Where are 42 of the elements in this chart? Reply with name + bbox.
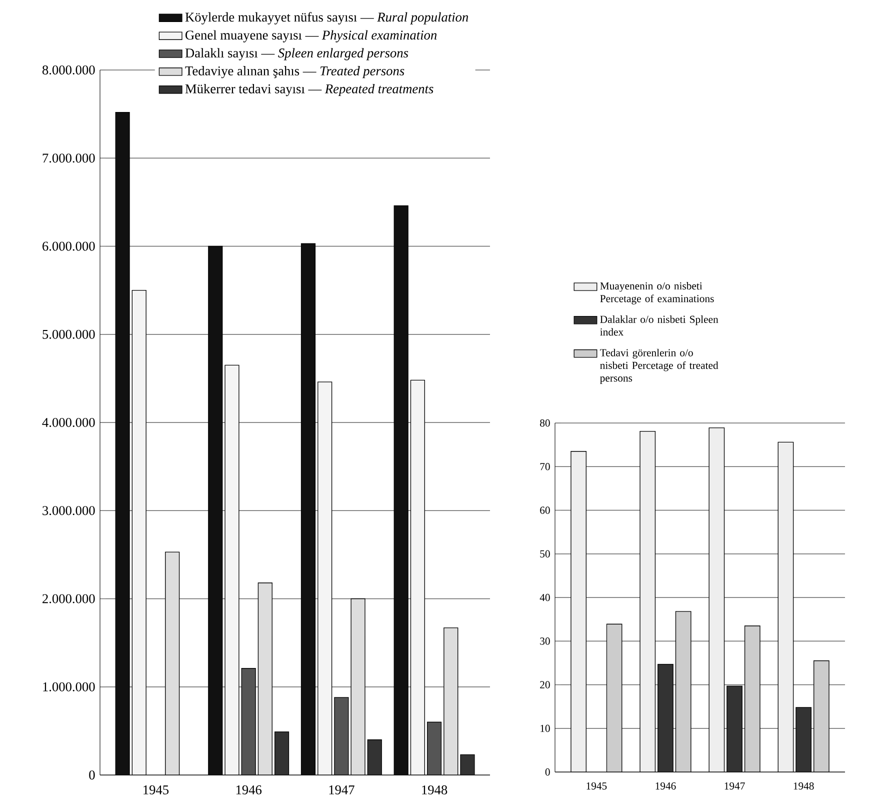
y-tick-label: 0 — [545, 768, 550, 776]
x-tick-label: 1948 — [794, 782, 814, 790]
y-tick-label: 3.000.000 — [42, 506, 95, 516]
bar — [115, 112, 130, 775]
bar — [640, 430, 656, 772]
legend-label: Dalaklar o/o nisbeti Spleen index — [600, 315, 718, 336]
y-tick-label: 60 — [540, 506, 550, 514]
bar — [300, 243, 316, 775]
y-tick-label: 50 — [540, 550, 550, 558]
y-tick-label: 10 — [540, 724, 550, 732]
y-tick-label: 80 — [540, 419, 550, 427]
x-tick-label: 1945 — [144, 785, 169, 794]
x-tick-label: 1948 — [422, 785, 448, 794]
y-tick-label: 30 — [540, 638, 550, 645]
legend-label: Tedavi görenlerin o/o nisbeti Percetage of treated persons — [600, 348, 718, 384]
y-tick-label: 2.000.000 — [42, 594, 95, 604]
y-tick-label: 70 — [540, 463, 550, 470]
y-tick-label: 40 — [540, 594, 550, 602]
y-tick-label: 5.000.000 — [42, 330, 95, 339]
bar — [208, 246, 223, 775]
y-tick-label: 1.000.000 — [43, 682, 95, 692]
x-tick-label: 1946 — [236, 785, 262, 794]
x-tick-label: 1945 — [586, 782, 607, 790]
legend-label: Genel muayene sayısı — Physical examination — [186, 30, 437, 42]
bar — [708, 427, 725, 772]
y-tick-label: 4.000.000 — [42, 418, 95, 428]
y-tick-label: 0 — [89, 770, 95, 780]
bar — [778, 442, 794, 772]
legend-label: Köylerde mukayyet nüfus sayısı — Rural population — [185, 12, 468, 24]
legend-label: Tedaviye alınan şahıs — Treated persons — [185, 66, 404, 78]
y-tick-label: 20 — [540, 681, 550, 688]
x-tick-label: 1947 — [724, 782, 745, 790]
x-tick-label: 1947 — [329, 785, 354, 794]
bar — [394, 205, 408, 775]
y-tick-label: 8.000.000 — [42, 65, 95, 75]
bar — [570, 451, 587, 772]
legend-label: Mükerrer tedavi sayısı — Repeated treatments — [185, 84, 434, 96]
legend-label: Dalaklı sayısı — Spleen enlarged persons — [185, 48, 408, 60]
legend-label: Muayenenin o/o nisbeti Percetage of examinations — [600, 282, 714, 304]
y-tick-label: 6.000.000 — [42, 242, 95, 251]
y-tick-label: 7.000.000 — [42, 154, 95, 163]
x-tick-label: 1946 — [656, 782, 676, 790]
